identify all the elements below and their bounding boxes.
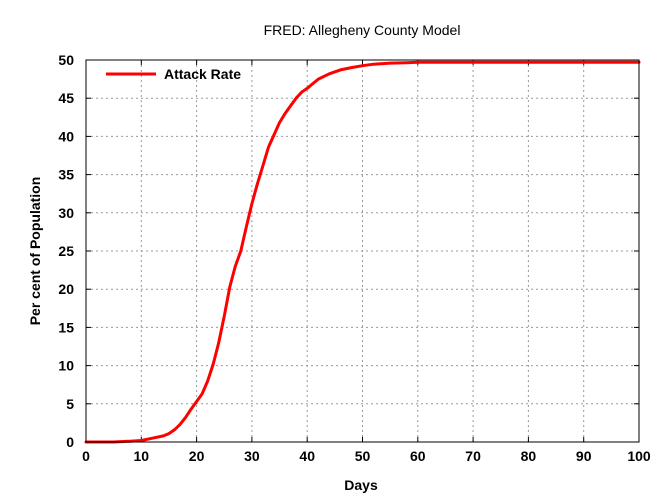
x-axis-label: Days [344, 477, 378, 493]
series-line-attack-rate [84, 60, 641, 444]
x-tick-label-7: 70 [465, 448, 481, 464]
x-tick-label-5: 50 [355, 448, 371, 464]
y-tick-label-5: 25 [58, 243, 74, 259]
y-tick-label-2: 10 [58, 358, 74, 374]
y-tick-label-0: 0 [66, 434, 74, 450]
plot-frame [85, 59, 640, 443]
x-tick-label-2: 20 [189, 448, 205, 464]
x-tick-label-6: 60 [410, 448, 426, 464]
chart-title: FRED: Allegheny County Model [264, 22, 461, 38]
legend-label-attack-rate: Attack Rate [164, 66, 241, 82]
series-layer [84, 60, 641, 444]
y-tick-label-8: 40 [58, 128, 74, 144]
x-tick-label-4: 40 [299, 448, 315, 464]
y-tick-label-4: 20 [58, 281, 74, 297]
y-tick-label-3: 15 [58, 319, 74, 335]
x-tick-label-10: 100 [627, 448, 651, 464]
y-axis-label: Per cent of Population [27, 177, 43, 326]
x-axis: 0 10 20 30 40 50 60 70 80 90 100 [82, 60, 651, 464]
x-tick-label-3: 30 [244, 448, 260, 464]
x-tick-label-1: 10 [134, 448, 150, 464]
x-tick-label-9: 90 [576, 448, 592, 464]
legend: Attack Rate [106, 66, 241, 82]
y-axis: 0 5 10 15 20 25 30 35 40 45 50 [58, 52, 639, 450]
y-tick-label-6: 30 [58, 205, 74, 221]
x-tick-label-0: 0 [82, 448, 90, 464]
y-tick-label-10: 50 [58, 52, 74, 68]
x-tick-label-8: 80 [521, 448, 537, 464]
grid [86, 60, 639, 442]
y-tick-label-1: 5 [66, 396, 74, 412]
y-tick-label-7: 35 [58, 167, 74, 183]
y-tick-label-9: 45 [58, 90, 74, 106]
